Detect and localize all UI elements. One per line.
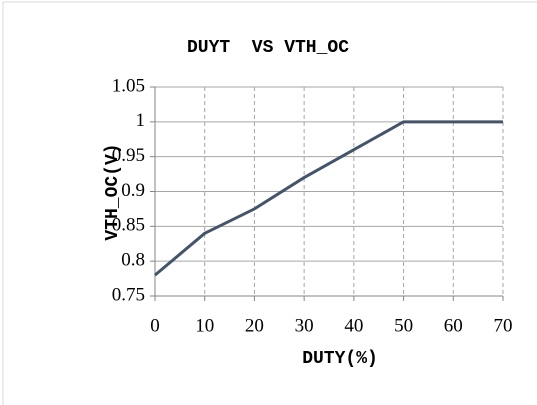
y-tick-label: 1 xyxy=(136,110,146,131)
x-tick-label: 70 xyxy=(494,315,513,336)
y-tick-label: 0.75 xyxy=(112,284,145,305)
y-axis-title: VTH_OC(V) xyxy=(103,143,123,240)
x-tick-label: 30 xyxy=(295,315,314,336)
y-tick-label: 0.9 xyxy=(121,180,145,201)
y-tick-label: 0.85 xyxy=(112,215,145,236)
x-tick-label: 60 xyxy=(444,315,463,336)
x-tick-label: 0 xyxy=(150,315,160,336)
y-tick-label: 0.95 xyxy=(112,145,145,166)
x-axis-title: DUTY(%) xyxy=(302,349,378,369)
chart-title: DUYT VS VTH_OC xyxy=(187,38,349,58)
x-tick-label: 50 xyxy=(394,315,413,336)
x-tick-label: 40 xyxy=(344,315,363,336)
x-tick-label: 10 xyxy=(195,315,214,336)
data-line xyxy=(154,120,503,277)
y-tick-label: 0.8 xyxy=(121,250,145,271)
x-tick-label: 20 xyxy=(245,315,264,336)
y-tick-label: 1.05 xyxy=(112,75,145,96)
